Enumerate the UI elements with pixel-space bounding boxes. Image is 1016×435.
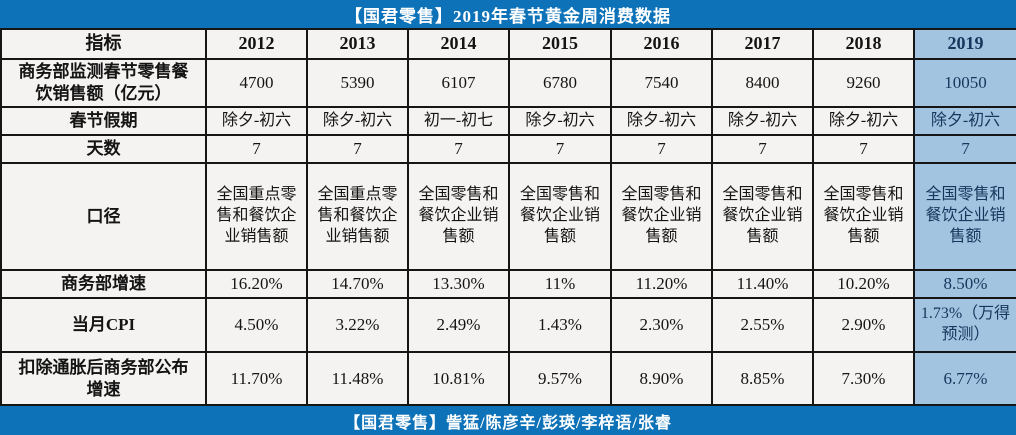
value-cell: 7 <box>711 134 814 165</box>
value-cell: 11% <box>508 269 612 300</box>
value-cell: 11.48% <box>306 351 409 407</box>
table-footer-credits: 【国君零售】訾猛/陈彦辛/彭瑛/李梓语/张睿 <box>0 406 1016 435</box>
value-cell: 11.20% <box>610 269 713 300</box>
value-cell: 7 <box>306 134 409 165</box>
value-cell: 14.70% <box>306 269 409 300</box>
value-cell: 8.90% <box>610 351 713 407</box>
year-column-header: 2013 <box>306 28 409 60</box>
table-row-mofcom-growth: 商务部增速 16.20% 14.70% 13.30% 11% 11.20% 11… <box>0 269 1016 300</box>
row-label: 春节假期 <box>0 106 207 137</box>
value-cell: 除夕-初六 <box>812 106 915 137</box>
row-label: 天数 <box>0 134 207 165</box>
value-cell: 7540 <box>610 57 713 109</box>
value-cell: 4700 <box>205 57 308 109</box>
value-cell: 10.81% <box>407 351 510 407</box>
year-column-header: 2014 <box>407 28 510 60</box>
value-cell: 除夕-初六 <box>610 106 713 137</box>
value-cell: 除夕-初六 <box>205 106 308 137</box>
value-cell: 全国重点零售和餐饮企业销售额 <box>306 162 409 272</box>
indicator-column-header: 指标 <box>0 28 207 60</box>
value-cell-highlighted: 10050 <box>913 57 1016 109</box>
value-cell: 全国零售和餐饮企业销售额 <box>508 162 612 272</box>
value-cell: 8400 <box>711 57 814 109</box>
year-column-header: 2017 <box>711 28 814 60</box>
value-cell: 4.50% <box>205 297 308 354</box>
table-row-real-growth: 扣除通胀后商务部公布增速 11.70% 11.48% 10.81% 9.57% … <box>0 351 1016 407</box>
table-row-scope: 口径 全国重点零售和餐饮企业销售额 全国重点零售和餐饮企业销售额 全国零售和餐饮… <box>0 162 1016 272</box>
value-cell: 除夕-初六 <box>508 106 612 137</box>
table-row-days: 天数 7 7 7 7 7 7 7 7 <box>0 134 1016 165</box>
value-cell: 2.90% <box>812 297 915 354</box>
value-cell: 16.20% <box>205 269 308 300</box>
row-label: 商务部监测春节零售餐饮销售额（亿元） <box>0 57 207 109</box>
value-cell: 7.30% <box>812 351 915 407</box>
value-cell-highlighted: 全国零售和餐饮企业销售额 <box>913 162 1016 272</box>
value-cell: 7 <box>508 134 612 165</box>
value-cell: 全国零售和餐饮企业销售额 <box>610 162 713 272</box>
year-column-header: 2018 <box>812 28 915 60</box>
value-cell: 除夕-初六 <box>711 106 814 137</box>
table-title-bar: 【国君零售】2019年春节黄金周消费数据 <box>0 0 1016 28</box>
value-cell-highlighted: 1.73%（万得预测） <box>913 297 1016 354</box>
row-label: 扣除通胀后商务部公布增速 <box>0 351 207 407</box>
value-cell-highlighted: 除夕-初六 <box>913 106 1016 137</box>
value-cell: 2.49% <box>407 297 510 354</box>
value-cell: 10.20% <box>812 269 915 300</box>
value-cell: 1.43% <box>508 297 612 354</box>
value-cell: 全国零售和餐饮企业销售额 <box>812 162 915 272</box>
value-cell: 6780 <box>508 57 612 109</box>
value-cell: 3.22% <box>306 297 409 354</box>
value-cell-highlighted: 6.77% <box>913 351 1016 407</box>
value-cell: 11.70% <box>205 351 308 407</box>
row-label: 商务部增速 <box>0 269 207 300</box>
value-cell: 除夕-初六 <box>306 106 409 137</box>
value-cell: 9260 <box>812 57 915 109</box>
value-cell: 5390 <box>306 57 409 109</box>
table-row-holiday: 春节假期 除夕-初六 除夕-初六 初一-初七 除夕-初六 除夕-初六 除夕-初六… <box>0 106 1016 137</box>
value-cell: 7 <box>610 134 713 165</box>
table-header-row: 指标 2012 2013 2014 2015 2016 2017 2018 20… <box>0 28 1016 60</box>
value-cell: 9.57% <box>508 351 612 407</box>
year-column-header-highlighted: 2019 <box>913 28 1016 60</box>
value-cell: 7 <box>205 134 308 165</box>
value-cell: 13.30% <box>407 269 510 300</box>
value-cell: 7 <box>812 134 915 165</box>
value-cell: 全国零售和餐饮企业销售额 <box>407 162 510 272</box>
value-cell: 全国零售和餐饮企业销售额 <box>711 162 814 272</box>
consumption-data-table: 指标 2012 2013 2014 2015 2016 2017 2018 20… <box>0 28 1016 407</box>
value-cell-highlighted: 8.50% <box>913 269 1016 300</box>
year-column-header: 2015 <box>508 28 612 60</box>
row-label: 当月CPI <box>0 297 207 354</box>
value-cell: 初一-初七 <box>407 106 510 137</box>
value-cell: 6107 <box>407 57 510 109</box>
value-cell: 8.85% <box>711 351 814 407</box>
value-cell-highlighted: 7 <box>913 134 1016 165</box>
value-cell: 全国重点零售和餐饮企业销售额 <box>205 162 308 272</box>
year-column-header: 2012 <box>205 28 308 60</box>
value-cell: 2.55% <box>711 297 814 354</box>
value-cell: 7 <box>407 134 510 165</box>
row-label: 口径 <box>0 162 207 272</box>
table-row-cpi: 当月CPI 4.50% 3.22% 2.49% 1.43% 2.30% 2.55… <box>0 297 1016 354</box>
value-cell: 2.30% <box>610 297 713 354</box>
table-row-sales: 商务部监测春节零售餐饮销售额（亿元） 4700 5390 6107 6780 7… <box>0 57 1016 109</box>
year-column-header: 2016 <box>610 28 713 60</box>
value-cell: 11.40% <box>711 269 814 300</box>
